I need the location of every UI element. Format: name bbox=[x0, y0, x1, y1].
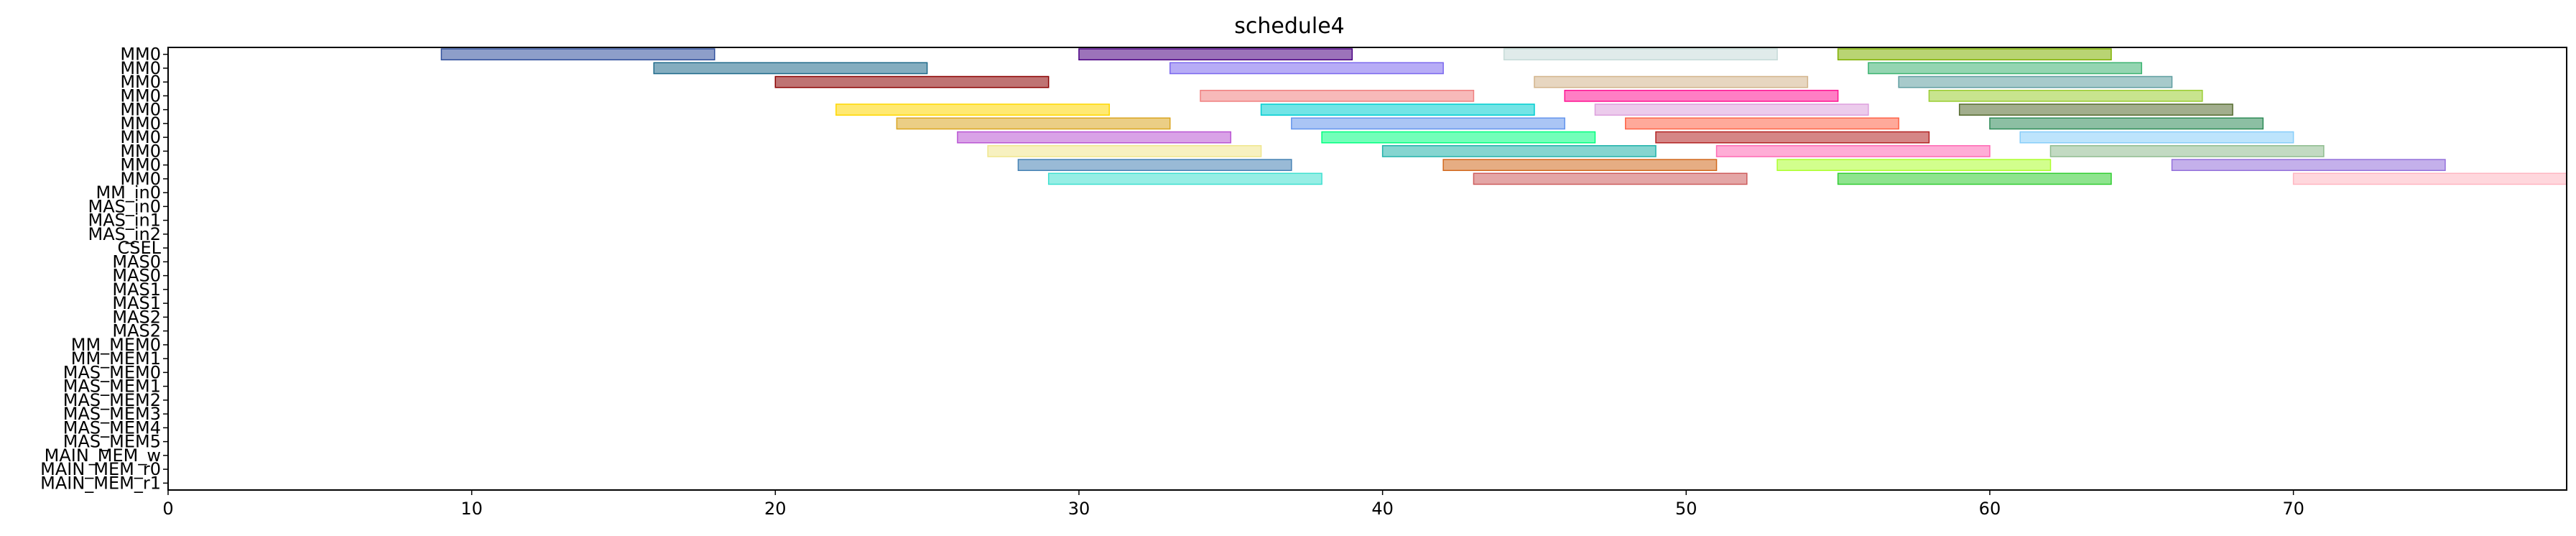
y-tick-label: MAS_in2 bbox=[88, 224, 161, 244]
task-bar bbox=[1564, 90, 1839, 102]
task-bar bbox=[2019, 131, 2294, 144]
x-tick-label: 10 bbox=[460, 499, 483, 519]
x-tick-label: 30 bbox=[1068, 499, 1090, 519]
y-tick-label: MAIN_MEM_w bbox=[45, 445, 161, 466]
y-tick-label: MM0 bbox=[120, 127, 161, 147]
y-tick-label: MAS_MEM3 bbox=[63, 404, 161, 424]
y-tick-label: MM_MEM0 bbox=[71, 335, 161, 355]
task-bar bbox=[1200, 90, 1475, 102]
task-bar bbox=[835, 103, 1110, 116]
task-bar bbox=[1260, 103, 1535, 116]
y-tick-label: MM0 bbox=[120, 100, 161, 120]
y-tick-label: MAS_MEM2 bbox=[63, 390, 161, 410]
task-bar bbox=[1989, 117, 2264, 130]
plot-frame bbox=[167, 47, 2567, 491]
task-bar bbox=[1928, 90, 2203, 102]
task-bar bbox=[1958, 103, 2233, 116]
y-tick-label: MM0 bbox=[120, 141, 161, 161]
task-bar bbox=[1776, 159, 2052, 171]
x-axis: 0 10 20 30 40 50 60 70 bbox=[162, 490, 2304, 519]
plot-area bbox=[440, 48, 2567, 185]
task-bar bbox=[1381, 145, 1657, 157]
task-bar bbox=[1503, 48, 1778, 60]
y-tick-label: MAIN_MEM_r1 bbox=[40, 473, 161, 493]
y-tick-label: MM0 bbox=[120, 169, 161, 189]
y-tick-label: MM0 bbox=[120, 58, 161, 78]
task-bar bbox=[1625, 117, 1899, 130]
task-bar bbox=[1473, 172, 1748, 185]
task-bar bbox=[1047, 172, 1322, 185]
task-bar bbox=[1594, 103, 1869, 116]
x-tick-label: 40 bbox=[1371, 499, 1394, 519]
y-tick-label: MAS2 bbox=[112, 307, 161, 327]
task-bar bbox=[1715, 145, 1991, 157]
task-bar bbox=[2292, 172, 2567, 185]
task-bar bbox=[2171, 159, 2446, 171]
task-bar bbox=[957, 131, 1232, 144]
y-tick-label: MAS1 bbox=[112, 293, 161, 313]
task-bar bbox=[774, 75, 1050, 88]
y-tick-label: MAIN_MEM_r0 bbox=[40, 459, 161, 479]
task-bar bbox=[653, 62, 928, 75]
y-tick-label: MAS_in1 bbox=[88, 211, 161, 231]
task-bar bbox=[440, 48, 715, 60]
task-bar bbox=[987, 145, 1262, 157]
y-tick-label: MAS_MEM5 bbox=[63, 432, 161, 452]
y-tick-label: MAS_MEM4 bbox=[63, 417, 161, 438]
x-tick-label: 0 bbox=[162, 499, 173, 519]
y-tick-label: MAS0 bbox=[112, 251, 161, 272]
y-tick-label: MAS_MEM1 bbox=[63, 376, 161, 397]
task-bar bbox=[896, 117, 1171, 130]
y-tick-label: MM0 bbox=[120, 86, 161, 106]
y-tick-label: MM0 bbox=[120, 45, 161, 65]
task-bar bbox=[1078, 48, 1353, 60]
task-bar bbox=[1837, 48, 2112, 60]
x-tick-label: 70 bbox=[2282, 499, 2304, 519]
task-bar bbox=[2049, 145, 2325, 157]
y-tick-label: MM0 bbox=[120, 72, 161, 92]
task-bar bbox=[1442, 159, 1718, 171]
task-bar bbox=[1655, 131, 1930, 144]
task-bar bbox=[1534, 75, 1809, 88]
task-bar bbox=[1837, 172, 2112, 185]
x-tick-label: 50 bbox=[1675, 499, 1697, 519]
y-tick-label: MAS1 bbox=[112, 279, 161, 300]
task-bar bbox=[1017, 159, 1292, 171]
task-bar bbox=[1291, 117, 1565, 130]
y-tick-label: MM0 bbox=[120, 155, 161, 175]
chart-title: schedule4 bbox=[1234, 14, 1345, 39]
task-bar bbox=[1321, 131, 1596, 144]
y-tick-label: MM0 bbox=[120, 114, 161, 134]
y-tick-label: MAS0 bbox=[112, 266, 161, 286]
y-tick-label: MAS2 bbox=[112, 321, 161, 341]
task-bar bbox=[1898, 75, 2173, 88]
y-tick-label: MAS_MEM0 bbox=[63, 362, 161, 382]
y-tick-label: MM_in0 bbox=[96, 182, 161, 203]
task-bar bbox=[1169, 62, 1444, 75]
x-tick-label: 60 bbox=[1979, 499, 2001, 519]
task-bar bbox=[1868, 62, 2143, 75]
y-tick-label: CSEL bbox=[117, 238, 161, 258]
y-tick-label: MM_MEM1 bbox=[71, 348, 161, 369]
y-axis: MM0MM0MM0MM0MM0MM0MM0MM0MM0MM0MM_in0MAS_… bbox=[40, 45, 168, 493]
x-tick-label: 20 bbox=[764, 499, 787, 519]
y-tick-label: MAS_in0 bbox=[88, 196, 161, 216]
